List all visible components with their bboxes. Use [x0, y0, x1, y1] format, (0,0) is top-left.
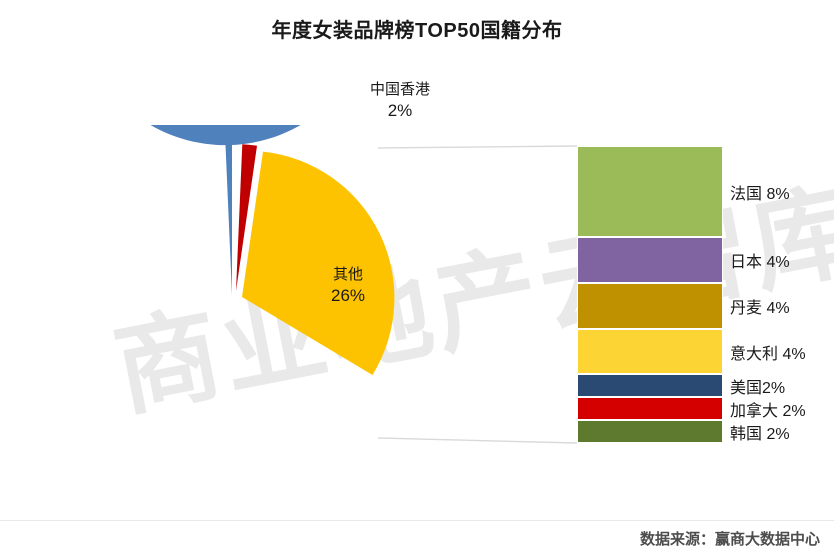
bar-segment-3[interactable]	[577, 328, 723, 375]
pie-label-other-value: 26%	[330, 285, 366, 305]
breakdown-stacked-bar	[577, 146, 723, 443]
bar-segment-label-0: 法国 8%	[730, 185, 790, 203]
pie-label-hongkong: 中国香港 2%	[310, 80, 490, 122]
bar-segment-1[interactable]	[577, 237, 723, 284]
bar-segment-label-5: 加拿大 2%	[730, 402, 806, 420]
pie-slice-hongkong[interactable]	[236, 144, 257, 291]
bar-segment-label-4: 美国2%	[730, 379, 786, 397]
footer-divider	[0, 520, 834, 521]
breakdown-legend: 法国 8% 日本 4% 丹麦 4% 意大利 4% 美国2% 加拿大 2% 韩国 2%	[730, 146, 834, 443]
pie-label-china-value: 72%	[157, 285, 193, 305]
pie-label-other-name: 其他	[332, 266, 363, 283]
pie-chart	[20, 125, 420, 465]
bar-segment-6[interactable]	[577, 420, 723, 443]
pie-label-china-name: 中国	[159, 266, 190, 283]
bar-segment-5[interactable]	[577, 397, 723, 421]
chart-title: 年度女装品牌榜TOP50国籍分布	[271, 20, 563, 42]
bar-segment-0[interactable]	[577, 146, 723, 238]
pie-label-other: 其他 26%	[298, 265, 398, 307]
bar-segment-label-3: 意大利 4%	[730, 345, 806, 363]
bar-segment-2[interactable]	[577, 283, 723, 329]
bar-segment-label-1: 日本 4%	[730, 254, 790, 272]
pie-label-hongkong-name: 中国香港	[369, 81, 430, 98]
pie-label-china: 中国 72%	[120, 265, 230, 307]
pie-slice-other[interactable]	[242, 151, 395, 375]
bar-segment-label-2: 丹麦 4%	[730, 299, 790, 317]
bar-segment-label-6: 韩国 2%	[730, 425, 790, 443]
pie-label-hongkong-value: 2%	[387, 100, 413, 120]
data-source-note: 数据来源：赢商大数据中心	[639, 532, 820, 548]
bar-segment-4[interactable]	[577, 374, 723, 398]
